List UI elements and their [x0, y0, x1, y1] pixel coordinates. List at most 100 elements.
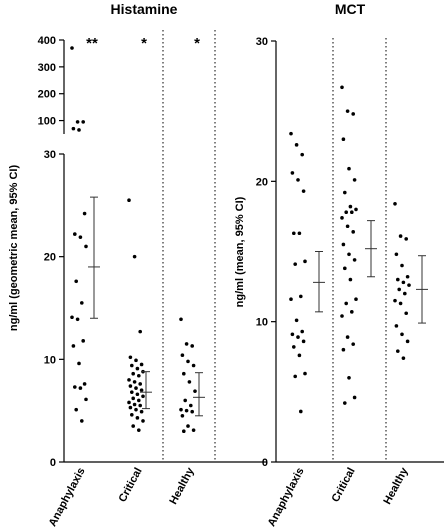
histamine-data-point [132, 380, 137, 384]
histamine-data-point [135, 366, 140, 371]
histamine-data-point [189, 403, 193, 408]
mct-data-point [347, 376, 351, 380]
histamine-data-point [70, 315, 74, 320]
histamine-y-axis-label: ng/ml (geometric mean, 95% CI) [8, 165, 20, 332]
mct-data-point [400, 332, 404, 337]
histamine-y-tick-label: 200 [38, 89, 56, 101]
mct-data-point [398, 301, 403, 306]
histamine-data-point [139, 362, 144, 367]
histamine-data-point [131, 371, 135, 376]
mct-data-point [403, 291, 407, 296]
histamine-data-point [130, 412, 134, 417]
mct-data-point [303, 371, 307, 376]
histamine-significance-mark: * [141, 35, 147, 52]
mct-data-point [301, 189, 306, 193]
mct-data-point [404, 311, 409, 316]
mct-data-point [345, 335, 350, 339]
histamine-data-point [74, 407, 78, 412]
histamine-data-point [84, 244, 88, 249]
mct-data-point [290, 332, 295, 337]
mct-data-point [296, 178, 300, 182]
mct-category-labels: Anaphylaxis Critical Healthy [266, 465, 411, 528]
mct-data-point [398, 234, 403, 238]
histamine-data-point [193, 389, 197, 393]
histamine-title: Histamine [111, 1, 178, 17]
mct-panel: MCT ng/ml (mean, 95% CI) 0 10 20 30 Anaphyl… [234, 1, 444, 528]
histamine-data-point [81, 339, 85, 343]
histamine-data-point [80, 301, 84, 305]
histamine-y-tick-label: 20 [44, 252, 56, 264]
mct-y-axis-label: ng/ml (mean, 95% CI) [234, 196, 246, 307]
mct-y-tick-label: 10 [256, 317, 268, 329]
mct-data-point [401, 356, 406, 360]
histamine-data-point [78, 386, 83, 390]
histamine-data-point [75, 317, 80, 322]
mct-data-point [347, 252, 351, 257]
mct-data-point [348, 204, 353, 209]
histamine-data-point [137, 373, 141, 378]
mct-data-point [289, 131, 293, 136]
mct-data-point [394, 252, 399, 257]
histamine-data-point [128, 384, 133, 388]
mct-title: MCT [335, 1, 366, 17]
histamine-y-tick-label: 400 [38, 35, 56, 47]
histamine-data-point [73, 232, 77, 236]
histamine-category-label: Anaphylaxis [47, 466, 88, 528]
histamine-category-labels: Anaphylaxis Critical Healthy [47, 465, 197, 528]
histamine-y-tick-label: 100 [38, 116, 56, 128]
mct-data-point [340, 216, 344, 220]
histamine-y-tick-label: 10 [44, 354, 56, 366]
histamine-data-point [190, 409, 194, 414]
mct-data-point [293, 262, 298, 266]
histamine-data-point [180, 353, 185, 358]
mct-category-label: Critical [330, 466, 358, 505]
histamine-data-point [81, 120, 85, 124]
histamine-y-tick-label: 0 [50, 457, 56, 469]
histamine-data-point [186, 359, 190, 364]
mct-data-point [344, 210, 349, 215]
mct-data-point [394, 324, 399, 328]
histamine-data-point [182, 371, 186, 376]
mct-y-tick-label: 20 [256, 176, 268, 188]
histamine-data-point [131, 396, 135, 401]
histamine-data-point [182, 429, 186, 434]
histamine-y-tick-label: 30 [44, 149, 56, 161]
mct-data-point [396, 349, 400, 353]
mct-ci-bars [313, 220, 428, 324]
histamine-data-point [137, 428, 141, 432]
histamine-data-point [73, 385, 77, 389]
mct-data-point [350, 310, 354, 314]
histamine-data-point [141, 419, 145, 423]
mct-data-point [352, 395, 357, 400]
histamine-data-point [186, 424, 190, 428]
histamine-data-point [141, 394, 145, 399]
histamine-data-point [77, 128, 81, 132]
mct-data-point [301, 339, 306, 344]
mct-data-point [303, 259, 307, 264]
mct-data-point [294, 143, 299, 147]
histamine-data-point [184, 408, 189, 413]
mct-data-point [351, 112, 356, 116]
mct-data-point [344, 301, 349, 306]
histamine-points [70, 46, 197, 434]
histamine-data-point [127, 378, 131, 382]
mct-data-point [352, 258, 357, 262]
mct-data-point [343, 266, 347, 271]
mct-data-point [293, 374, 298, 379]
mct-data-point [292, 345, 296, 349]
mct-data-point [297, 231, 302, 236]
histamine-data-point [128, 405, 133, 410]
histamine-data-point [138, 403, 142, 408]
histamine-data-point [75, 120, 80, 124]
histamine-data-point [179, 317, 183, 322]
histamine-data-point [135, 392, 140, 397]
histamine-ci-bars [88, 196, 205, 417]
mct-data-point [351, 342, 356, 346]
mct-data-point [405, 274, 410, 279]
mct-data-point [396, 277, 400, 282]
histamine-significance-mark: ** [86, 35, 98, 52]
mct-data-point [345, 224, 350, 229]
histamine-data-point [82, 382, 87, 386]
histamine-axes [63, 30, 267, 463]
